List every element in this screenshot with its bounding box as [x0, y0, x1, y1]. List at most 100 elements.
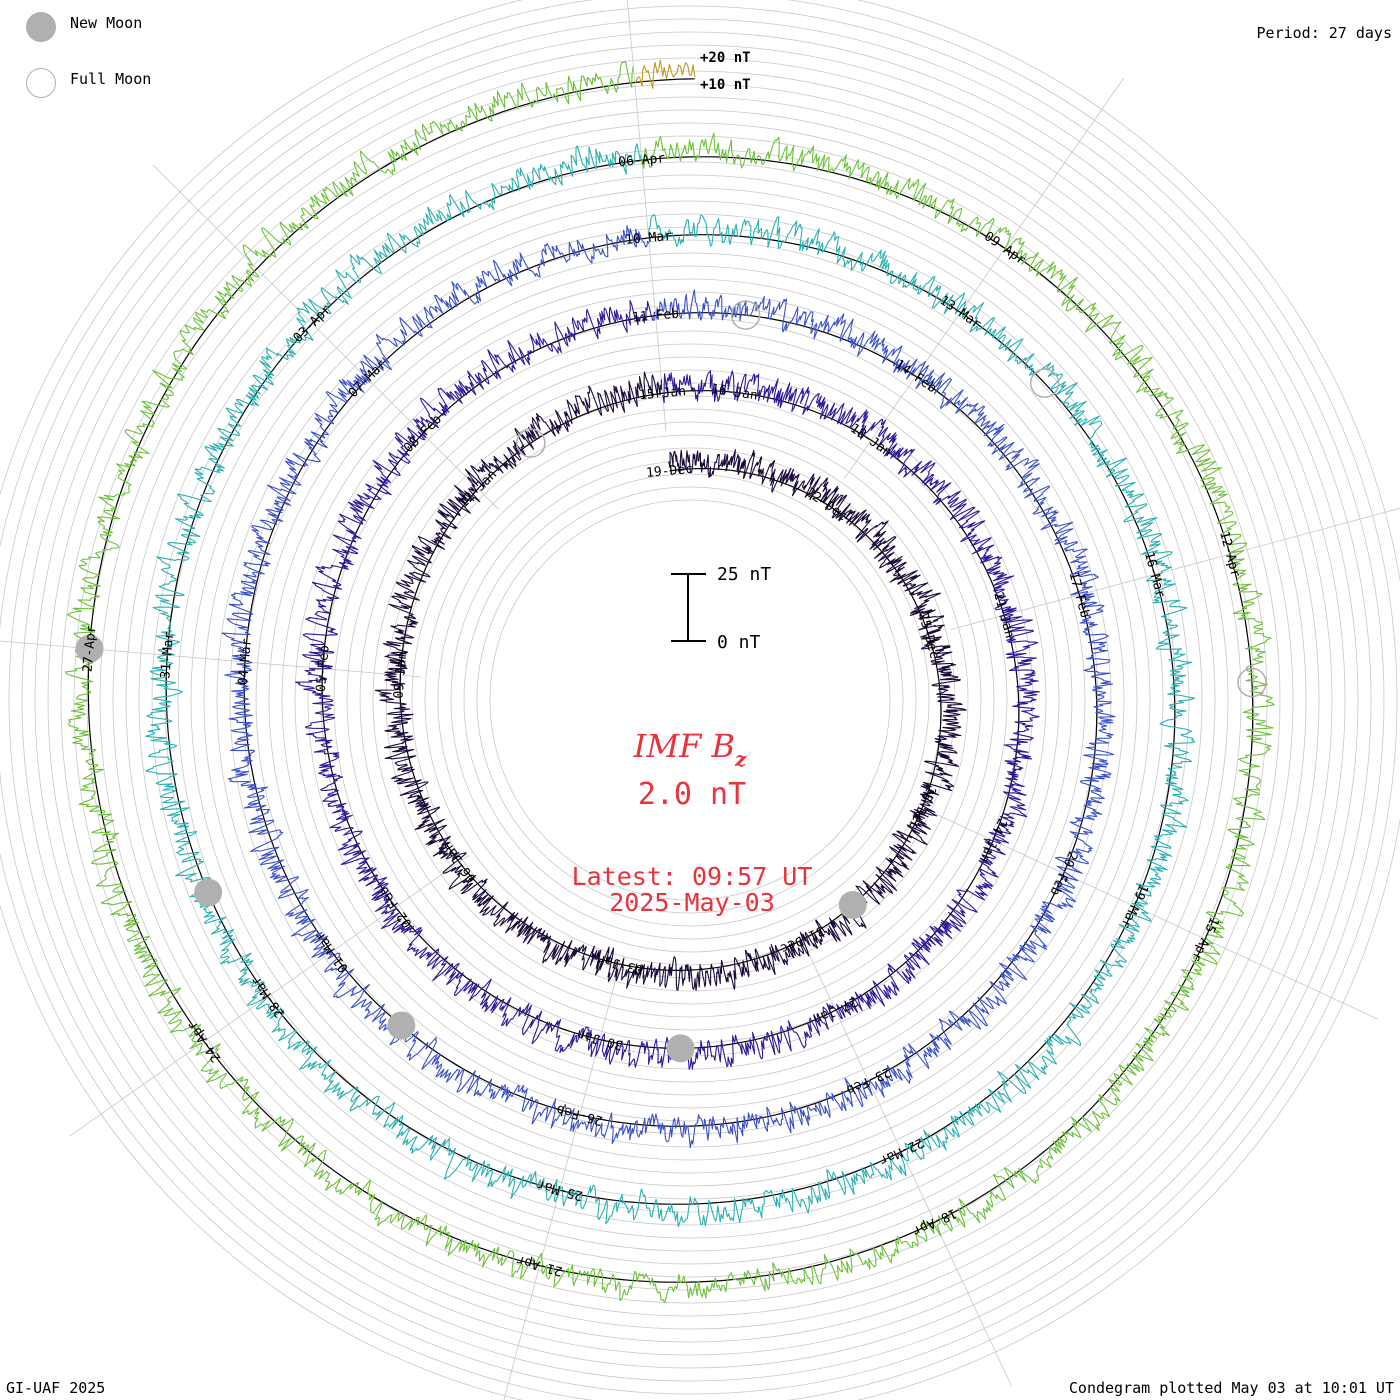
- full-moon-marker: [1029, 368, 1060, 398]
- date-label: 09-Jan: [391, 651, 410, 699]
- grid-ring: [47, 57, 1333, 1343]
- scale-bottom-label: 0 nT: [717, 632, 761, 653]
- date-label: 30-Jan: [575, 1026, 624, 1053]
- date-label: 15-Jan: [639, 384, 687, 403]
- grid-ring: [229, 239, 1151, 1161]
- day-spoke: [626, 0, 667, 432]
- latest-time: Latest: 09:57 UT: [572, 862, 813, 891]
- grid-ring: [320, 330, 1060, 1070]
- new-moon-marker: [838, 891, 867, 920]
- grid-ring: [372, 382, 1008, 1018]
- center-value: 2.0 nT: [638, 777, 746, 812]
- day-spoke: [0, 640, 422, 678]
- date-label: 09-Apr: [981, 229, 1028, 268]
- date-label: 25-Mar: [535, 1176, 584, 1203]
- grid-ring: [216, 226, 1164, 1174]
- grid-ring: [125, 135, 1255, 1265]
- date-label: 31-Mar: [158, 631, 177, 679]
- grid-ring: [8, 18, 1372, 1382]
- date-label: 22-Mar: [877, 1134, 926, 1168]
- grid-ring: [424, 434, 956, 966]
- bz-series: [64, 59, 1275, 1303]
- date-label: 13-Mar: [937, 293, 984, 332]
- date-label: 27-Jan: [811, 993, 860, 1027]
- scale-top-label: 25 nT: [717, 564, 771, 585]
- grid-ring: [203, 213, 1177, 1187]
- grid-ring: [359, 369, 1021, 1031]
- date-label: 27-Apr: [81, 624, 100, 672]
- zero-baseline: [87, 78, 1254, 1283]
- date-label: 15-Apr: [1188, 914, 1221, 963]
- date-label: 19-Mar: [1117, 881, 1150, 930]
- series-rotation-4: [145, 143, 1196, 1228]
- outer-scale-label-10: +10 nT: [700, 77, 751, 93]
- grid-ring: [112, 122, 1268, 1278]
- new-moon-legend-icon: [26, 12, 56, 42]
- full-moon-legend-label: Full Moon: [70, 70, 152, 88]
- grid-ring: [268, 278, 1112, 1122]
- grid-ring: [177, 187, 1203, 1213]
- date-label: 04-Mar: [236, 638, 255, 686]
- new-moon-legend-label: New Moon: [70, 14, 143, 32]
- new-moon-marker: [666, 1034, 695, 1063]
- full-moon-marker: [1237, 667, 1267, 698]
- date-label: 19-Dec: [645, 462, 693, 481]
- date-label: 03-Jan: [595, 950, 644, 977]
- day-spoke: [804, 944, 1013, 1387]
- grid-ring: [463, 473, 917, 927]
- latest-date: 2025-May-03: [609, 888, 775, 917]
- grid-ring: [255, 265, 1125, 1135]
- scale-bar: 25 nT 0 nT: [671, 564, 771, 653]
- new-moon-marker: [75, 634, 104, 663]
- series-rotation-3: [221, 225, 1116, 1149]
- grid-ring: [73, 83, 1307, 1317]
- new-moon-marker: [387, 1011, 416, 1040]
- footer-left: GI-UAF 2025: [6, 1379, 106, 1397]
- date-label: 11-Feb: [632, 306, 680, 325]
- series-rotation-1: [374, 371, 967, 992]
- outer-scale-label-20: +20 nT: [700, 50, 751, 66]
- new-moon-marker: [194, 878, 223, 907]
- series-rotation-6: [634, 59, 696, 89]
- date-labels: 19-Dec22-Dec25-Dec28-Dec31-Dec03-Jan06-J…: [81, 151, 1243, 1278]
- date-label: 10-Mar: [625, 229, 673, 248]
- full-moon-legend-icon: [26, 68, 56, 98]
- grid-ring: [151, 161, 1229, 1239]
- grid-ring: [138, 148, 1242, 1252]
- grid-ring: [489, 499, 891, 901]
- day-spoke: [152, 164, 499, 510]
- grid-ring: [294, 304, 1086, 1096]
- date-label: 20-Feb: [1047, 849, 1080, 898]
- grid-ring: [60, 70, 1320, 1330]
- day-spoke: [69, 854, 470, 1137]
- date-label: 31-Dec: [778, 922, 827, 956]
- footer-right: Condegram plotted May 03 at 10:01 UT: [1068, 1379, 1394, 1397]
- day-spoke: [844, 78, 1124, 479]
- day-spoke: [934, 813, 1378, 1020]
- center-title: IMF Bz: [633, 727, 747, 771]
- grid-ring: [0, 5, 1385, 1395]
- date-label: 05-Feb: [314, 644, 333, 692]
- zero-baseline-spiral: [87, 78, 1254, 1283]
- grid-ring: [281, 291, 1099, 1109]
- outer-scale-labels: +20 nT +10 nT: [700, 50, 751, 93]
- full-moon-marker: [730, 300, 761, 330]
- grid-ring: [242, 252, 1138, 1148]
- moon-markers: [75, 300, 1267, 1063]
- date-label: 16-Jan: [710, 382, 759, 404]
- date-label: 23-Feb: [844, 1064, 893, 1098]
- grid-ring: [398, 408, 982, 992]
- series-rotation-5: [64, 60, 1275, 1303]
- center-readout: IMF Bz 2.0 nT Latest: 09:57 UT 2025-May-…: [572, 727, 813, 917]
- grid-ring: [21, 31, 1359, 1369]
- full-moon-marker: [516, 428, 546, 458]
- series-rotation-2: [295, 299, 1040, 1070]
- date-label: 06-Apr: [618, 151, 666, 170]
- period-label: Period: 27 days: [1256, 24, 1392, 42]
- grid-ring: [34, 44, 1346, 1356]
- date-label: 28-Dec: [905, 783, 938, 832]
